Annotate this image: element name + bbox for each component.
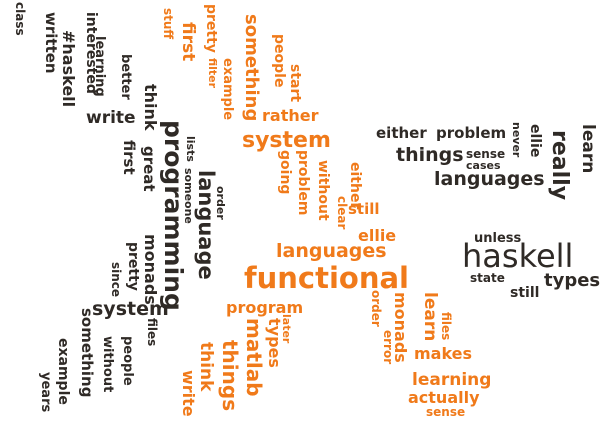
word-types-orange: types [265, 318, 284, 368]
word-learn: learn [578, 124, 598, 174]
word-written: written [42, 12, 60, 74]
word-files: files [145, 318, 159, 347]
word-without: without [100, 336, 115, 393]
word-learning-orange: learning [412, 370, 492, 390]
word-first-orange: first [178, 22, 198, 62]
word-rather: rather [262, 106, 319, 125]
word-example-orange: example [220, 58, 235, 121]
word-learn-orange: learn [420, 292, 440, 342]
word-filter: filter [206, 58, 219, 89]
word-files-orange: files [439, 312, 453, 341]
word-language: language [194, 170, 218, 280]
word-something: something [78, 308, 96, 398]
word-pretty: pretty [125, 242, 141, 291]
word-programming: programming [159, 120, 188, 311]
word-example: example [55, 338, 71, 405]
word-never: never [510, 122, 523, 158]
word-things-orange: things [218, 340, 242, 412]
word-learning: learning [92, 36, 107, 97]
word-start: start [287, 64, 303, 103]
word-problem: problem [436, 124, 507, 142]
word-still-orange: still [348, 200, 380, 218]
word-functional: functional [244, 261, 409, 295]
word-unless: unless [474, 231, 522, 246]
word-actually: actually [408, 388, 480, 407]
word-makes: makes [414, 344, 473, 363]
word-years: years [38, 372, 53, 413]
word-either: either [376, 124, 427, 142]
word-without-orange: without [315, 160, 331, 221]
word-types: types [544, 270, 600, 291]
word-languages: languages [434, 168, 545, 190]
word-error: error [381, 330, 395, 365]
word-state: state [470, 271, 505, 285]
word-things: things [396, 144, 464, 166]
word-system-orange: system [242, 128, 331, 153]
word-really: really [547, 130, 572, 201]
word-class: class [13, 2, 27, 36]
word-haskell: haskell [462, 237, 574, 275]
word-order: order [214, 186, 227, 220]
word-going: going [277, 150, 293, 195]
word-program: program [226, 298, 304, 317]
word-first: first [120, 140, 138, 175]
word-haskell-tag: #haskell [59, 30, 78, 108]
word-think: think [141, 84, 160, 131]
word-sense: sense [466, 147, 506, 161]
word-better: better [118, 54, 133, 100]
word-people-orange: people [271, 34, 287, 88]
word-matlab: matlab [242, 318, 266, 397]
word-stuff: stuff [161, 8, 175, 40]
word-still: still [510, 285, 540, 301]
word-think-orange: think [196, 342, 216, 392]
word-system: system [92, 298, 169, 320]
word-great: great [140, 146, 158, 192]
word-pretty-orange: pretty [203, 4, 219, 53]
word-ellie: ellie [527, 124, 543, 158]
word-write: write [86, 108, 136, 128]
word-order-orange: order [369, 290, 383, 327]
word-cases: cases [466, 159, 501, 172]
word-monads: monads [141, 234, 160, 305]
word-people: people [120, 336, 135, 386]
word-something-orange: something [241, 14, 262, 122]
word-write-orange: write [179, 370, 198, 417]
word-since: since [109, 262, 123, 298]
word-languages-orange: languages [276, 240, 387, 262]
word-sense-orange: sense [426, 405, 466, 419]
word-ellie-orange: ellie [358, 226, 397, 245]
word-problem: problem [295, 150, 311, 216]
